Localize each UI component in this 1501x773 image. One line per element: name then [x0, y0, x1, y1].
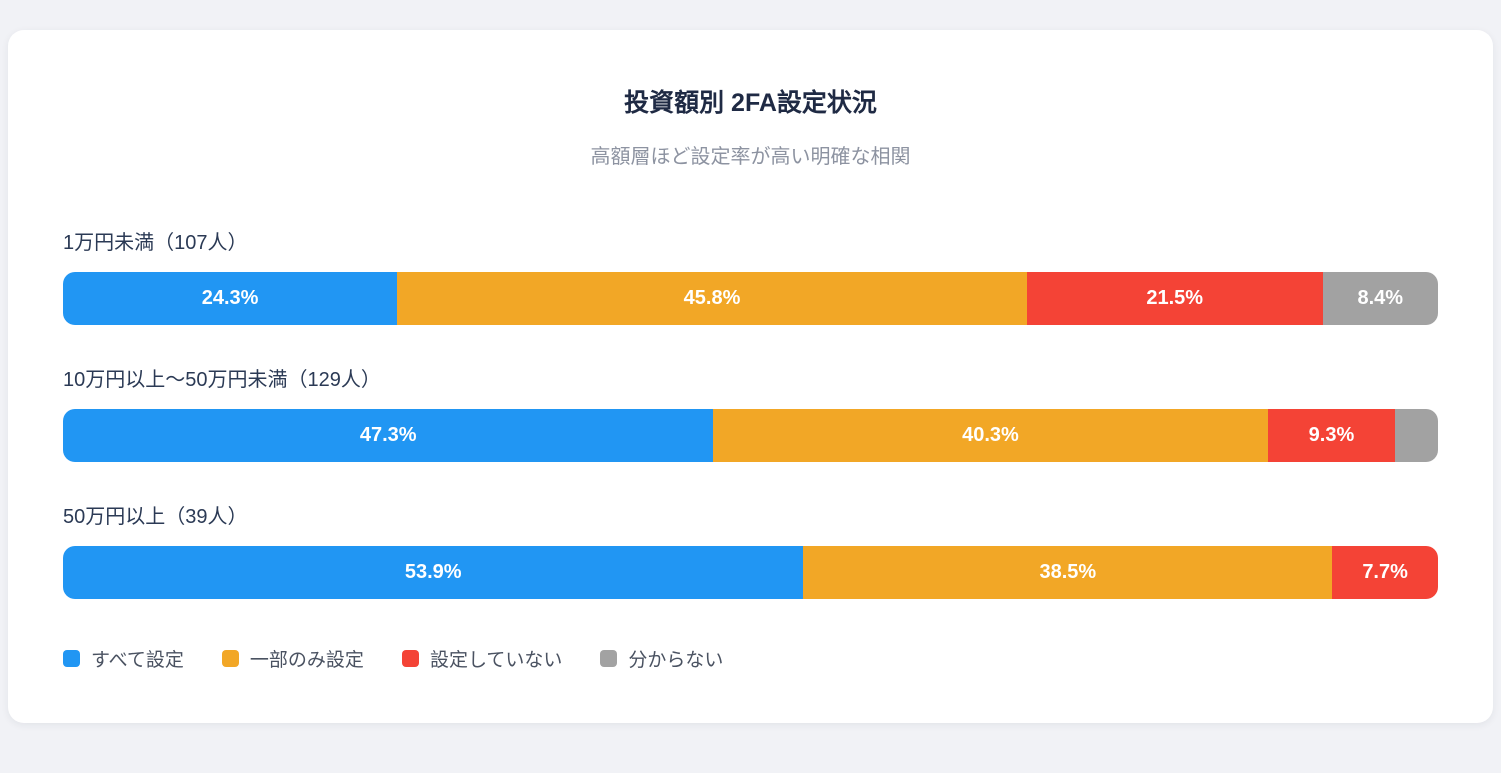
legend-item-label: 一部のみ設定: [249, 650, 364, 671]
bar-segment[interactable]: 8.4%: [1322, 272, 1438, 325]
bar-segment-label: 40.3%: [962, 424, 1019, 446]
bar-segment-label: 45.8%: [683, 287, 741, 309]
bar-segment[interactable]: 24.3%: [63, 272, 398, 325]
stacked-bar: 53.9% 38.5% 7.7%: [63, 546, 1438, 599]
chart-legend: すべて設定 一部のみ設定 設定していない 分からない: [63, 645, 1438, 672]
legend-swatch-icon: [401, 650, 419, 667]
legend-swatch-icon: [221, 650, 239, 667]
legend-item-label: 分からない: [628, 650, 724, 671]
legend-item[interactable]: すべて設定: [63, 645, 184, 672]
bar-row: 50万円以上（39人） 53.9% 38.5% 7.7%: [63, 504, 1438, 599]
legend-swatch-icon: [63, 650, 80, 667]
chart-title: 投資額別 2FA設定状況: [624, 89, 877, 117]
legend-item-label: 設定していない: [429, 650, 563, 671]
bar-row-label: 50万円以上（39人）: [63, 506, 248, 528]
bar-segment[interactable]: 40.3%: [713, 409, 1268, 462]
bar-row: 1万円未満（107人） 24.3% 45.8% 21.5% 8.4%: [63, 230, 1438, 325]
stacked-bar: 24.3% 45.8% 21.5% 8.4%: [63, 272, 1438, 325]
stacked-bar: 47.3% 40.3% 9.3%: [63, 409, 1438, 462]
bar-segment[interactable]: 38.5%: [803, 546, 1333, 599]
bar-segment-label: 21.5%: [1146, 287, 1204, 309]
chart-card: 投資額別 2FA設定状況 高額層ほど設定率が高い明確な相関 1万円未満（107人…: [8, 30, 1493, 723]
bar-segment-label: 47.3%: [359, 424, 417, 446]
legend-item-label: すべて設定: [91, 650, 184, 671]
bar-segment[interactable]: 53.9%: [63, 546, 804, 599]
bar-segment-label: 9.3%: [1308, 424, 1355, 446]
bar-rows: 1万円未満（107人） 24.3% 45.8% 21.5% 8.4% 10万円以…: [63, 230, 1438, 599]
bar-segment-label: 24.3%: [201, 287, 259, 309]
bar-segment[interactable]: 7.7%: [1332, 546, 1438, 599]
bar-segment[interactable]: [1395, 409, 1438, 462]
chart-subtitle: 高額層ほど設定率が高い明確な相関: [590, 146, 911, 168]
bar-segment-label: 8.4%: [1357, 287, 1404, 309]
bar-segment-label: 7.7%: [1362, 561, 1408, 583]
bar-segment-label: 53.9%: [404, 561, 462, 583]
legend-item[interactable]: 設定していない: [401, 645, 563, 672]
bar-segment[interactable]: 47.3%: [63, 409, 714, 462]
bar-segment[interactable]: 21.5%: [1026, 272, 1323, 325]
bar-segment[interactable]: 45.8%: [397, 272, 1027, 325]
bar-segment-label: 38.5%: [1039, 561, 1097, 583]
bar-row-label: 10万円以上〜50万円未満（129人）: [63, 369, 381, 391]
bar-row-label: 1万円未満（107人）: [63, 232, 248, 254]
bar-row: 10万円以上〜50万円未満（129人） 47.3% 40.3% 9.3%: [63, 367, 1438, 462]
legend-item[interactable]: 一部のみ設定: [221, 645, 364, 672]
legend-item[interactable]: 分からない: [600, 645, 723, 672]
bar-segment[interactable]: 9.3%: [1267, 409, 1396, 462]
legend-swatch-icon: [600, 650, 618, 667]
